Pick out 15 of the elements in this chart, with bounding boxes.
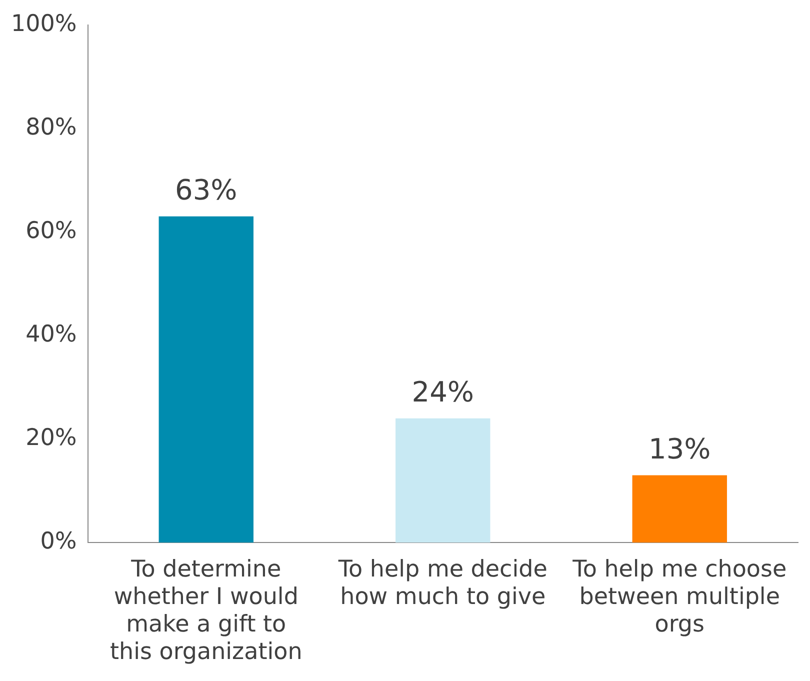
y-tick-label: 0% bbox=[40, 528, 77, 555]
y-tick-label: 80% bbox=[26, 114, 77, 140]
data-label: 63% bbox=[175, 174, 238, 207]
y-tick-label: 100% bbox=[10, 10, 77, 37]
y-tick-label: 60% bbox=[26, 218, 77, 244]
bar bbox=[396, 418, 490, 543]
y-tick-label: 20% bbox=[26, 425, 77, 452]
bar bbox=[158, 216, 254, 543]
y-tick-label: 40% bbox=[26, 321, 77, 348]
bar bbox=[632, 475, 727, 543]
data-label: 24% bbox=[412, 376, 474, 409]
x-tick-label: To determine whether I would make a gift to this organization bbox=[110, 556, 302, 666]
x-tick-label: To help me decide how much to give bbox=[337, 556, 548, 610]
x-tick-label: To help me choose between multiple orgs bbox=[572, 556, 787, 638]
data-label: 13% bbox=[648, 432, 711, 466]
